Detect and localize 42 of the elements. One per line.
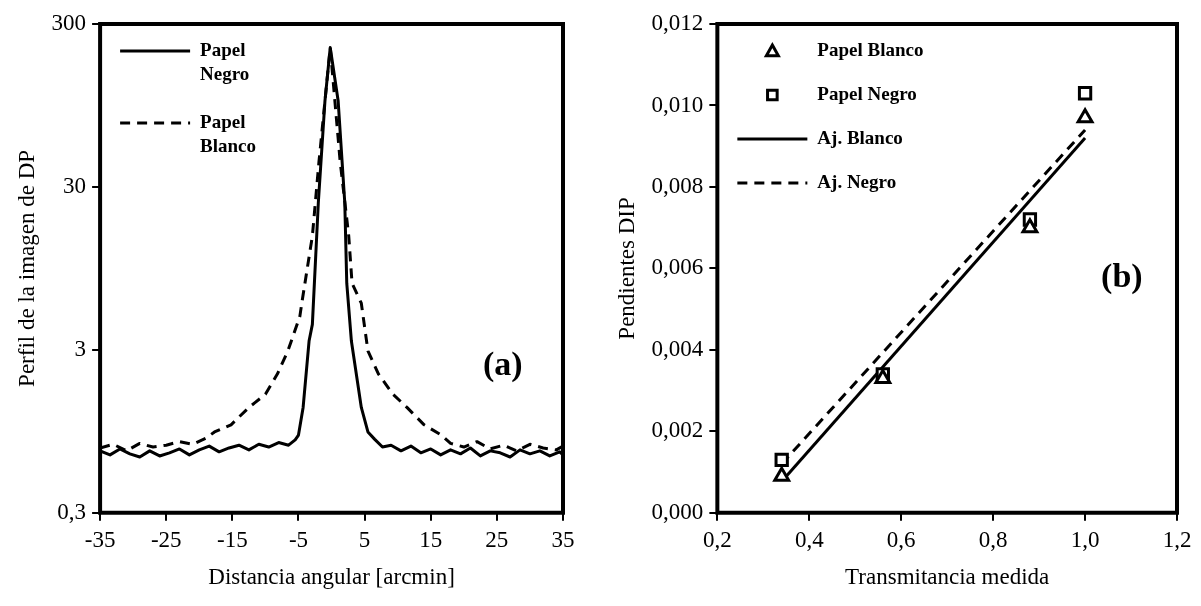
- y-axis-title: Perfil de la imagen de DP: [13, 149, 39, 387]
- annotation: (b): [1101, 256, 1143, 295]
- x-tick-label: 25: [485, 526, 509, 552]
- x-tick-label: 0,6: [886, 526, 916, 552]
- legend-label: Papel Negro: [817, 82, 917, 104]
- legend-label: Papel Blanco: [817, 38, 924, 60]
- x-tick-label: 0,8: [978, 526, 1008, 552]
- y-tick-label: 0,004: [651, 335, 704, 361]
- legend-label: Papel Negro: [200, 38, 250, 84]
- x-tick-label: 35: [551, 526, 575, 552]
- x-tick-label: 15: [419, 526, 443, 552]
- point: [1076, 108, 1094, 124]
- y-tick-label: 0,010: [651, 91, 704, 117]
- x-tick-label: -25: [150, 526, 182, 552]
- x-tick-label: -5: [288, 526, 309, 552]
- legend-label: Aj. Blanco: [817, 126, 903, 148]
- y-tick-label: 0,006: [651, 254, 704, 280]
- y-tick-label: 0,002: [651, 417, 704, 443]
- annotation: (a): [482, 344, 523, 383]
- y-tick-label: 0,000: [651, 498, 704, 524]
- point: [773, 466, 791, 482]
- y-tick-label: 0,008: [651, 172, 704, 198]
- y-axis-title: Pendientes DIP: [613, 197, 639, 340]
- x-axis-title: Transmitancia medida: [845, 564, 1050, 590]
- x-tick-label: 1,0: [1070, 526, 1100, 552]
- x-tick-label: 0,4: [794, 526, 825, 552]
- x-tick-label: 1,2: [1162, 526, 1192, 552]
- x-tick-label: -15: [217, 526, 248, 552]
- x-tick-label: 5: [358, 526, 371, 552]
- point: [1021, 218, 1039, 234]
- y-tick-label: 300: [51, 10, 87, 36]
- x-tick-label: 0,2: [702, 526, 732, 552]
- y-tick-label: 30: [63, 172, 87, 198]
- point: [1077, 86, 1093, 101]
- x-tick-label: -35: [84, 526, 116, 552]
- y-tick-label: 0,3: [57, 498, 87, 524]
- y-tick-label: 0,012: [651, 10, 704, 36]
- legend-label: Papel Blanco: [200, 110, 257, 156]
- legend-label: Aj. Negro: [817, 170, 897, 192]
- y-tick-label: 3: [74, 335, 87, 361]
- x-axis-title: Distancia angular [arcmin]: [208, 564, 455, 590]
- point: [774, 452, 789, 467]
